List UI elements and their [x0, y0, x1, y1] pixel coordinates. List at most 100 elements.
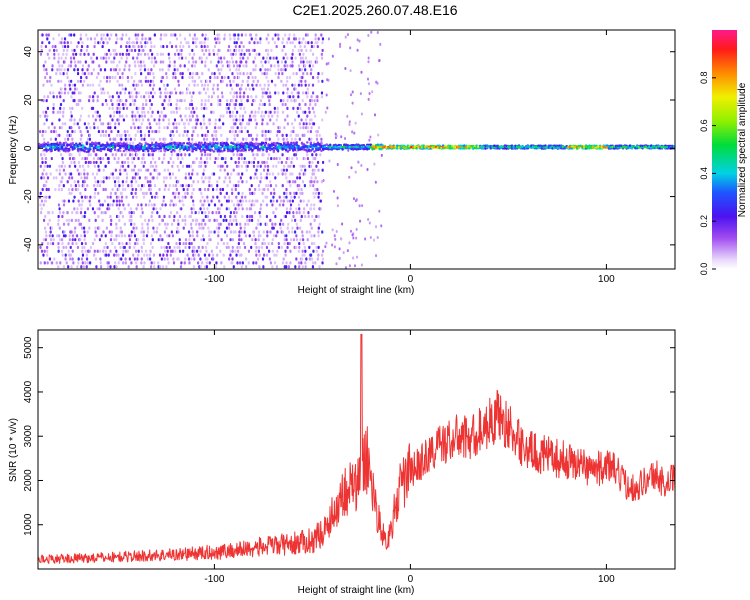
heatmap-cell	[183, 261, 186, 265]
heatmap-cell	[275, 265, 279, 269]
heatmap-cell	[197, 253, 200, 257]
heatmap-cell	[102, 176, 106, 180]
heatmap-cell	[251, 238, 254, 242]
heatmap-cell	[98, 83, 101, 87]
heatmap-cell	[298, 68, 301, 72]
heatmap-cell	[218, 199, 221, 203]
heatmap-cell	[310, 234, 313, 238]
heatmap-cell	[150, 102, 153, 107]
heatmap-cell	[181, 164, 185, 168]
heatmap-cell	[137, 253, 140, 257]
heatmap-cell	[107, 253, 110, 257]
heatmap-cell	[94, 118, 97, 122]
heatmap-cell	[83, 176, 86, 180]
heatmap-cell	[62, 203, 66, 207]
heatmap-cell	[273, 106, 276, 110]
heatmap-cell	[201, 133, 204, 138]
heatmap-cell	[121, 52, 124, 56]
heatmap-cell	[366, 167, 369, 171]
heatmap-cell	[172, 110, 176, 114]
heatmap-cell	[184, 176, 187, 180]
heatmap-cell	[311, 214, 314, 219]
heatmap-cell	[143, 68, 147, 72]
heatmap-cell	[48, 195, 51, 199]
heatmap-cell	[167, 122, 171, 126]
heatmap-cell	[197, 211, 201, 215]
heatmap-cell	[109, 137, 112, 141]
heatmap-cell	[155, 191, 158, 195]
heatmap-cell	[45, 172, 48, 176]
heatmap-cell	[40, 211, 43, 215]
heatmap-cell	[204, 153, 207, 157]
heatmap-cell	[326, 106, 329, 110]
heatmap-cell	[367, 97, 370, 101]
heatmap-cell	[226, 172, 229, 176]
heatmap-cell	[145, 234, 149, 238]
heatmap-cell	[171, 234, 175, 238]
heatmap-cell	[266, 187, 270, 192]
heatmap-cell	[234, 160, 237, 165]
heatmap-cell	[285, 234, 288, 238]
heatmap-cell	[252, 160, 256, 165]
heatmap-cell	[63, 68, 66, 72]
heatmap-cell	[193, 249, 196, 253]
heatmap-cell	[103, 68, 107, 72]
heatmap-cell	[218, 33, 221, 37]
heatmap-cell	[178, 122, 181, 126]
heatmap-cell	[259, 180, 262, 184]
heatmap-cell	[52, 238, 56, 242]
heatmap-cell	[295, 207, 298, 211]
heatmap-cell	[318, 148, 321, 151]
heatmap-cell	[231, 60, 234, 64]
heatmap-cell	[109, 52, 112, 56]
heatmap-cell	[243, 245, 247, 250]
heatmap-cell	[149, 180, 152, 184]
heatmap-cell	[78, 153, 81, 157]
heatmap-cell	[46, 164, 49, 168]
heatmap-cell	[233, 146, 237, 149]
heatmap-cell	[248, 199, 251, 203]
heatmap-cell	[96, 110, 99, 114]
heatmap-cell	[145, 102, 148, 107]
heatmap-cell	[90, 56, 93, 60]
heatmap-cell	[109, 238, 113, 242]
heatmap-cell	[163, 187, 166, 192]
heatmap-cell	[50, 226, 54, 230]
heatmap-cell	[43, 164, 46, 168]
heatmap-cell	[226, 137, 229, 141]
heatmap-cell	[284, 102, 287, 107]
heatmap-cell	[133, 99, 137, 103]
heatmap-cell	[141, 33, 144, 37]
heatmap-cell	[224, 160, 227, 165]
heatmap-cell	[167, 160, 170, 165]
heatmap-cell	[245, 122, 249, 126]
heatmap-cell	[219, 56, 223, 60]
heatmap-cell	[223, 230, 227, 234]
heatmap-cell	[133, 102, 136, 107]
heatmap-cell	[282, 168, 286, 172]
heatmap-cell	[85, 156, 89, 161]
heatmap-cell	[257, 218, 260, 222]
heatmap-cell	[126, 41, 129, 45]
heatmap-cell	[80, 44, 84, 49]
heatmap-cell	[227, 207, 231, 211]
heatmap-cell	[54, 187, 57, 192]
heatmap-cell	[117, 142, 120, 145]
heatmap-cell	[172, 148, 175, 152]
heatmap-cell	[277, 172, 280, 176]
heatmap-cell	[102, 56, 105, 60]
heatmap-cell	[290, 99, 293, 103]
heatmap-cell	[69, 64, 72, 68]
heatmap-cell	[181, 75, 184, 80]
heatmap-cell	[315, 56, 318, 60]
heatmap-cell	[57, 218, 60, 222]
heatmap-cell	[186, 253, 189, 257]
heatmap-cell	[210, 95, 214, 99]
heatmap-cell	[115, 265, 118, 269]
heatmap-cell	[165, 75, 169, 80]
heatmap-cell	[251, 83, 254, 87]
heatmap-cell	[151, 110, 154, 114]
heatmap-cell	[179, 91, 182, 95]
heatmap-cell	[135, 261, 138, 265]
heatmap-cell	[147, 129, 151, 134]
